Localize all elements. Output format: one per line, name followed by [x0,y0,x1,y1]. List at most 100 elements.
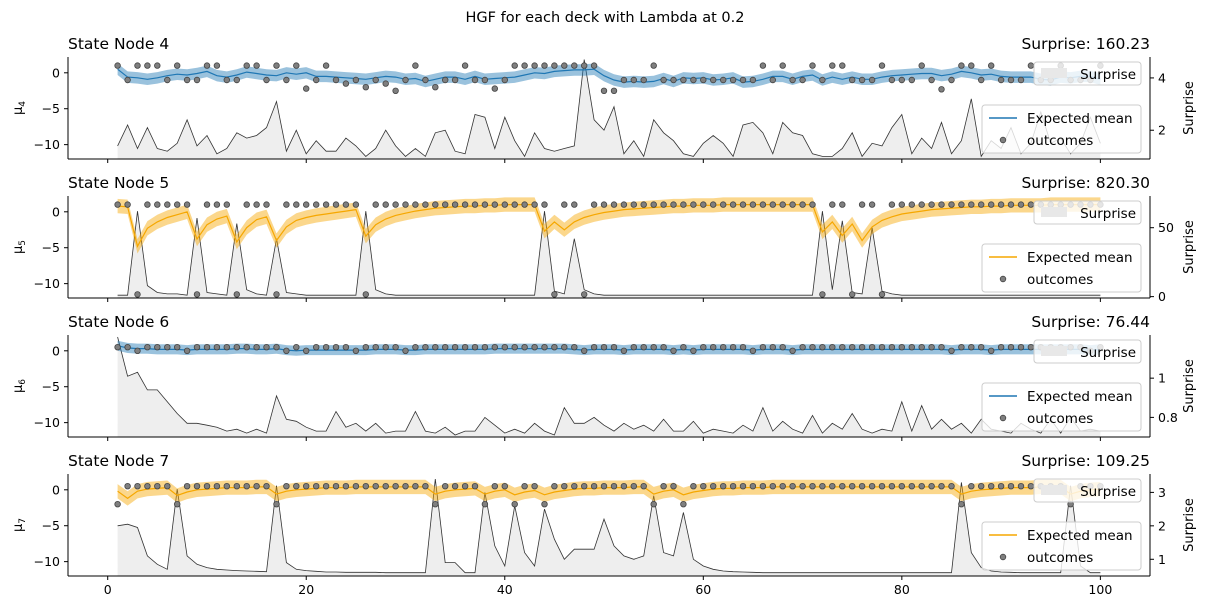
outcome-point [352,76,360,84]
outcome-point [918,201,925,208]
outcome-point [858,76,866,84]
outcome-point [511,344,518,351]
outcome-point [600,344,608,351]
y-tick-label: −5 [42,240,60,255]
surprise-line [117,211,1101,296]
outcome-point [650,501,657,508]
y-axis-label-symbol: μ [11,107,26,115]
outcome-point [283,347,290,354]
outcome-point [144,201,151,208]
outcome-point [193,344,201,351]
outcome-point [243,483,250,490]
outcome-point [561,62,568,69]
outcome-point [382,483,389,490]
outcome-point [720,344,727,351]
y-tick-label: 0 [52,204,60,219]
legend-label-surprise: Surprise [1080,206,1136,222]
outcome-point [809,483,816,490]
outcome-point [511,62,518,69]
legend-label-outcomes: outcomes [1027,272,1093,288]
outcome-point [997,344,1005,351]
panel-state-node-7: −10 −5 0 1 2 3 0 20 40 60 80 100 State Node 7 Surpris… [11,452,1197,597]
y-tick-label: 0 [52,482,60,497]
outcome-point [203,62,211,69]
outcome-point [868,76,876,84]
outcome-point [213,483,221,490]
outcome-point [491,483,498,490]
y-tick-label: −5 [42,518,60,533]
outcome-point [670,201,677,208]
y-axis-label: μ6 [11,379,28,393]
y2-tick-label: 4 [1158,70,1166,85]
outcome-point [670,76,677,84]
outcome-point [600,201,608,208]
legend-swatch-surprise [1041,207,1067,217]
outcome-point [878,291,886,298]
x-tick-label: 100 [1088,582,1112,597]
legend-swatch-surprise [1041,485,1067,495]
outcome-point [779,344,786,351]
legend-mean-outcomes: Expected mean outcomes [981,382,1142,432]
outcome-point [1017,483,1025,490]
y-tick-label: −10 [34,137,60,152]
y2-tick-label: 50 [1158,220,1174,235]
outcome-point [858,344,866,351]
outcome-point [839,483,846,490]
outcome-point [590,62,598,69]
outcome-point [1007,76,1015,84]
outcome-point [868,483,876,490]
outcome-point [978,483,985,490]
outcome-point [124,483,131,490]
outcome-point [700,76,707,84]
legend-label-outcomes: outcomes [1027,411,1093,427]
outcome-point [729,483,737,490]
outcome-point [700,483,707,490]
y2-axis-label: Surprise [1182,498,1197,552]
outcome-point [620,76,628,84]
outcome-point [273,501,280,508]
outcome-point [779,483,786,490]
outcome-point [164,483,171,490]
outcome-point [849,291,856,298]
surprise-line [117,478,1101,574]
outcome-point [144,62,151,69]
legend-mean-outcomes: Expected mean outcomes [981,521,1142,571]
outcome-point [471,76,479,84]
outcome-point [739,76,747,84]
outcome-point [432,501,439,508]
outcome-point [124,201,131,208]
legend-mean-outcomes: Expected mean outcomes [981,243,1142,293]
outcome-point [521,344,528,351]
outcome-point [739,201,747,208]
outcome-point [531,344,538,351]
outcome-point [263,483,270,490]
outcome-point [660,201,667,208]
outcome-point [253,201,260,208]
outcome-point [183,347,191,354]
outcome-point [253,62,260,69]
outcome-point [352,347,360,354]
y-tick-label: −5 [42,101,60,116]
outcome-point [581,483,588,490]
y-tick-label: −5 [42,379,60,394]
outcome-point [799,76,806,84]
outcome-point [293,483,300,490]
y-tick-label: −10 [34,415,60,430]
y2-tick-label: 2 [1158,123,1166,138]
legend-swatch-outcomes [999,136,1007,144]
outcome-point [779,62,786,69]
legend-label-expected-mean: Expected mean [1027,389,1133,405]
outcome-point [521,62,528,69]
outcome-point [968,483,975,490]
outcome-point [898,201,905,208]
outcome-point [839,344,846,351]
legend-label-expected-mean: Expected mean [1027,528,1133,544]
outcome-point [650,62,657,69]
outcome-point [551,344,558,351]
legend-frame [1033,339,1142,364]
outcome-point [888,483,896,490]
outcome-point [551,483,558,490]
outcome-point [432,201,439,208]
outcome-point [322,62,330,69]
outcome-point [551,62,558,69]
